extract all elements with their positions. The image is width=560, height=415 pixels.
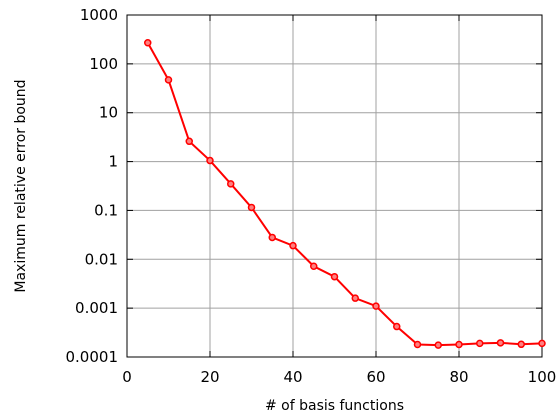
data-point [455, 340, 463, 349]
x-axis-title: # of basis functions [265, 398, 404, 414]
series-group [144, 39, 546, 349]
data-point [289, 241, 297, 250]
y-tick-label: 0.01 [85, 250, 118, 268]
data-point [496, 339, 505, 347]
data-point [351, 294, 359, 302]
y-tick-labels: 0.0001 0.001 0.01 0.1 1 10 100 1000 [66, 6, 119, 366]
data-point [185, 137, 193, 146]
grid-lines [127, 15, 542, 357]
x-tick-labels: 0 20 40 60 80 100 [122, 368, 556, 386]
data-point [268, 233, 276, 242]
y-tick-label: 1000 [80, 6, 118, 24]
axis-ticks [126, 14, 543, 358]
x-tick-label: 60 [366, 368, 385, 386]
series-line [146, 42, 543, 347]
data-point [164, 76, 173, 84]
data-point [247, 203, 256, 212]
y-axis-title: Maximum relative error bound [13, 79, 29, 292]
y-tick-label: 10 [99, 104, 118, 122]
x-tick-label: 80 [449, 368, 468, 386]
data-point [144, 39, 152, 47]
data-point [476, 339, 484, 348]
x-tick-label: 40 [283, 368, 302, 386]
x-tick-label: 100 [528, 368, 557, 386]
data-point [434, 341, 442, 349]
y-tick-label: 0.1 [94, 201, 118, 219]
data-point [206, 156, 214, 165]
data-point [227, 180, 235, 188]
y-tick-label: 0.001 [75, 299, 118, 317]
data-point [310, 262, 318, 271]
x-tick-label: 0 [122, 368, 132, 386]
plot-frame [126, 14, 543, 358]
x-tick-label: 20 [200, 368, 219, 386]
y-tick-label: 100 [89, 55, 118, 73]
data-point [372, 302, 380, 310]
data-point [517, 340, 525, 349]
y-tick-label: 1 [108, 153, 118, 171]
data-point [538, 339, 546, 348]
data-point [413, 340, 422, 349]
data-point [330, 272, 339, 281]
y-tick-label: 0.0001 [66, 348, 119, 366]
data-point [393, 322, 401, 331]
